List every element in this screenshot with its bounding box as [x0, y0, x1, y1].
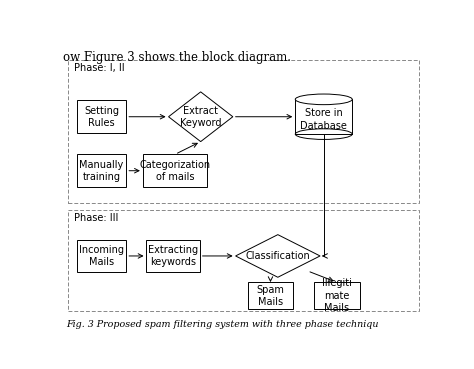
Text: Phase: I, II: Phase: I, II	[74, 63, 125, 73]
Text: Setting
Rules: Setting Rules	[84, 106, 119, 128]
FancyBboxPatch shape	[77, 239, 126, 272]
Text: Categorization
of mails: Categorization of mails	[139, 159, 210, 182]
Polygon shape	[236, 235, 320, 277]
Text: ow Figure 3 shows the block diagram.: ow Figure 3 shows the block diagram.	[63, 51, 291, 64]
Text: Illegiti
mate
Mails: Illegiti mate Mails	[322, 278, 352, 313]
Text: Fig. 3 Proposed spam filtering system with three phase techniqu: Fig. 3 Proposed spam filtering system wi…	[66, 320, 379, 329]
Text: Manually
training: Manually training	[79, 159, 124, 182]
Ellipse shape	[295, 129, 352, 139]
FancyBboxPatch shape	[77, 100, 126, 133]
FancyBboxPatch shape	[247, 282, 293, 309]
Ellipse shape	[295, 94, 352, 105]
FancyBboxPatch shape	[68, 210, 419, 311]
Text: Store in
Database: Store in Database	[301, 108, 347, 131]
FancyBboxPatch shape	[314, 282, 360, 309]
Text: Spam
Mails: Spam Mails	[256, 284, 284, 307]
Polygon shape	[169, 92, 233, 142]
FancyBboxPatch shape	[77, 154, 126, 187]
Bar	[295, 99, 352, 134]
Text: Extract
Keyword: Extract Keyword	[180, 106, 221, 128]
FancyBboxPatch shape	[146, 239, 200, 272]
FancyBboxPatch shape	[68, 60, 419, 203]
Text: Incoming
Mails: Incoming Mails	[79, 245, 124, 267]
Text: Classification: Classification	[246, 251, 310, 261]
Text: Extracting
keywords: Extracting keywords	[148, 245, 198, 267]
Text: Phase: III: Phase: III	[74, 213, 118, 223]
FancyBboxPatch shape	[143, 154, 207, 187]
